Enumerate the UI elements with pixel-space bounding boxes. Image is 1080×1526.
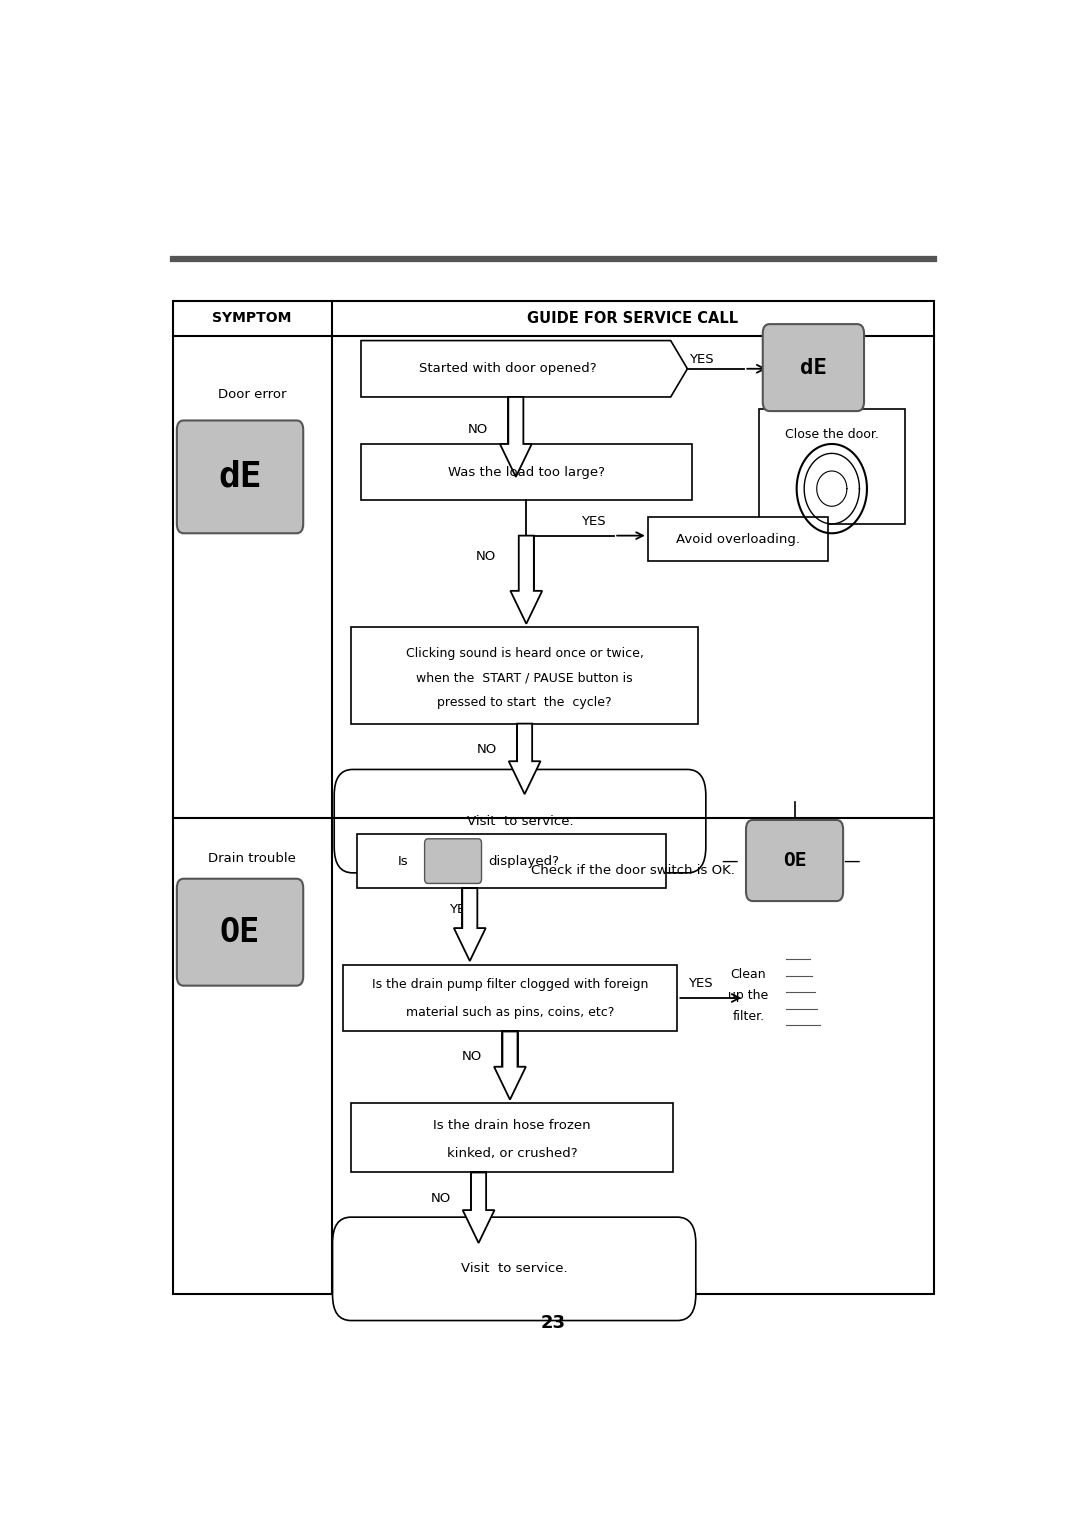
Text: NO: NO xyxy=(462,1050,483,1062)
Text: YES: YES xyxy=(449,903,474,916)
FancyBboxPatch shape xyxy=(177,879,303,986)
Text: material such as pins, coins, etc?: material such as pins, coins, etc? xyxy=(406,1006,615,1019)
Polygon shape xyxy=(494,1032,526,1100)
FancyBboxPatch shape xyxy=(342,964,677,1032)
Text: GUIDE FOR SERVICE CALL: GUIDE FOR SERVICE CALL xyxy=(527,311,739,325)
Text: YES: YES xyxy=(689,353,714,366)
Polygon shape xyxy=(500,397,531,476)
Polygon shape xyxy=(454,888,486,961)
FancyBboxPatch shape xyxy=(762,324,864,410)
Text: —: — xyxy=(721,852,738,870)
Text: OE: OE xyxy=(783,852,807,870)
Text: NO: NO xyxy=(468,423,488,436)
Polygon shape xyxy=(509,723,540,794)
Text: Close the door.: Close the door. xyxy=(785,427,879,441)
FancyBboxPatch shape xyxy=(333,1218,696,1320)
Text: YES: YES xyxy=(581,516,606,528)
FancyBboxPatch shape xyxy=(356,835,666,888)
FancyBboxPatch shape xyxy=(334,769,706,873)
FancyBboxPatch shape xyxy=(351,627,699,723)
FancyBboxPatch shape xyxy=(361,444,691,501)
Text: Avoid overloading.: Avoid overloading. xyxy=(676,533,799,546)
Text: NO: NO xyxy=(477,743,497,757)
Text: up the: up the xyxy=(728,989,769,1003)
Polygon shape xyxy=(462,1172,495,1244)
Polygon shape xyxy=(361,340,688,397)
Polygon shape xyxy=(511,536,542,624)
Text: Visit  to service.: Visit to service. xyxy=(461,1262,567,1276)
Text: Clean: Clean xyxy=(731,967,767,981)
Text: filter.: filter. xyxy=(732,1010,765,1024)
Text: Door error: Door error xyxy=(218,388,286,401)
Text: pressed to start  the  cycle?: pressed to start the cycle? xyxy=(437,696,612,710)
Text: dE: dE xyxy=(218,459,261,494)
Text: SYMPTOM: SYMPTOM xyxy=(213,311,292,325)
Text: Is the drain hose frozen: Is the drain hose frozen xyxy=(433,1119,591,1132)
Text: Is: Is xyxy=(397,855,408,868)
FancyBboxPatch shape xyxy=(424,839,482,884)
FancyBboxPatch shape xyxy=(758,409,905,523)
Text: —: — xyxy=(843,852,860,870)
Text: dE: dE xyxy=(800,357,827,377)
Text: when the  START / PAUSE button is: when the START / PAUSE button is xyxy=(416,671,633,685)
Text: Visit  to service.: Visit to service. xyxy=(467,815,573,827)
Text: 23: 23 xyxy=(541,1314,566,1332)
Text: kinked, or crushed?: kinked, or crushed? xyxy=(447,1146,578,1160)
FancyBboxPatch shape xyxy=(746,819,843,900)
Text: Is the drain pump filter clogged with foreign: Is the drain pump filter clogged with fo… xyxy=(372,978,648,990)
FancyBboxPatch shape xyxy=(173,301,934,1294)
FancyBboxPatch shape xyxy=(648,517,827,562)
Text: displayed?: displayed? xyxy=(489,855,559,868)
Text: NO: NO xyxy=(431,1192,451,1206)
Text: NO: NO xyxy=(476,551,496,563)
FancyBboxPatch shape xyxy=(177,421,303,533)
Text: Clicking sound is heard once or twice,: Clicking sound is heard once or twice, xyxy=(406,647,644,659)
Text: YES: YES xyxy=(688,977,713,990)
Text: OE: OE xyxy=(445,856,461,867)
Text: Was the load too large?: Was the load too large? xyxy=(448,465,605,479)
FancyBboxPatch shape xyxy=(351,1103,673,1172)
Text: Check if the door switch is OK.: Check if the door switch is OK. xyxy=(531,864,735,877)
Text: Started with door opened?: Started with door opened? xyxy=(419,362,596,375)
Text: Drain trouble: Drain trouble xyxy=(208,852,296,865)
Text: OE: OE xyxy=(220,916,260,949)
